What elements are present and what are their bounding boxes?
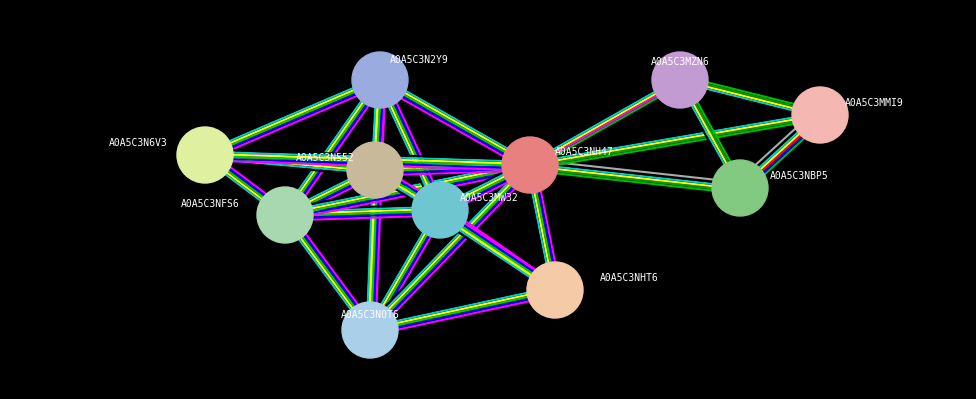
Circle shape (257, 187, 313, 243)
Text: A0A5C3N6V3: A0A5C3N6V3 (109, 138, 168, 148)
Circle shape (352, 52, 408, 108)
Text: A0A5C3N552: A0A5C3N552 (297, 153, 355, 163)
Circle shape (527, 262, 583, 318)
Circle shape (712, 160, 768, 216)
Text: A0A5C3MZN6: A0A5C3MZN6 (651, 57, 710, 67)
Circle shape (502, 137, 558, 193)
Circle shape (342, 302, 398, 358)
Text: A0A5C3MMI9: A0A5C3MMI9 (845, 98, 904, 108)
Circle shape (347, 142, 403, 198)
Text: A0A5C3NFS6: A0A5C3NFS6 (182, 199, 240, 209)
Circle shape (412, 182, 468, 238)
Text: A0A5C3NHT6: A0A5C3NHT6 (600, 273, 659, 283)
Text: A0A5C3NBP5: A0A5C3NBP5 (770, 171, 829, 181)
Text: A0A5C3MW32: A0A5C3MW32 (460, 193, 519, 203)
Text: A0A5C3NH47: A0A5C3NH47 (555, 147, 614, 157)
Circle shape (652, 52, 708, 108)
Circle shape (177, 127, 233, 183)
Circle shape (792, 87, 848, 143)
Text: A0A5C3N0T6: A0A5C3N0T6 (341, 310, 399, 320)
Text: A0A5C3N2Y9: A0A5C3N2Y9 (390, 55, 449, 65)
